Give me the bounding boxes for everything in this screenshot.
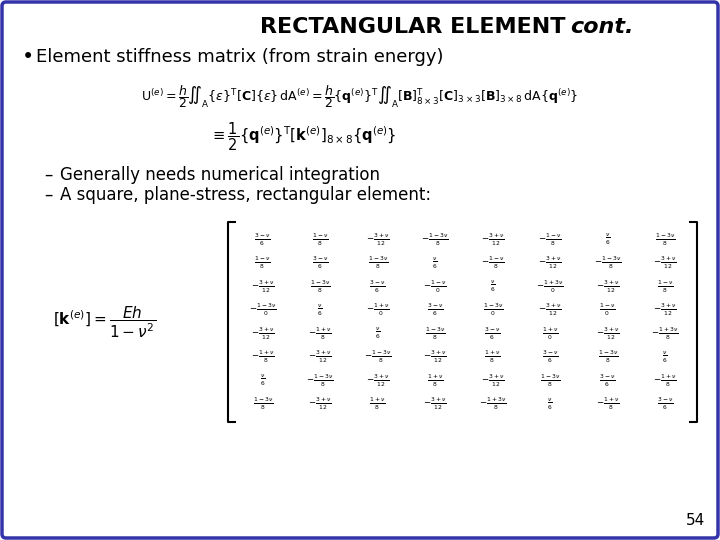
Text: $\frac{\nu}{6}$: $\frac{\nu}{6}$ [605,232,611,247]
Text: $\equiv \dfrac{1}{2}\{\mathbf{q}^{(e)}\}^{\mathrm{T}}[\mathbf{k}^{(e)}]_{8\times: $\equiv \dfrac{1}{2}\{\mathbf{q}^{(e)}\}… [210,121,397,153]
Text: $-\frac{1+3\nu}{8}$: $-\frac{1+3\nu}{8}$ [479,396,507,413]
Text: $-\frac{3+\nu}{12}$: $-\frac{3+\nu}{12}$ [596,326,620,342]
Text: $-\frac{1+\nu}{8}$: $-\frac{1+\nu}{8}$ [596,396,620,413]
Text: $\frac{\nu}{6}$: $\frac{\nu}{6}$ [432,256,438,271]
Text: $-\frac{3+\nu}{12}$: $-\frac{3+\nu}{12}$ [251,279,274,295]
Text: $-\frac{1-3\nu}{8}$: $-\frac{1-3\nu}{8}$ [307,373,334,389]
Text: $-\frac{1-3\nu}{8}$: $-\frac{1-3\nu}{8}$ [364,349,392,366]
Text: $\frac{1-3\nu}{8}$: $\frac{1-3\nu}{8}$ [367,255,388,272]
Text: $\frac{1+\nu}{8}$: $\frac{1+\nu}{8}$ [427,373,444,389]
Text: $\frac{3-\nu}{6}$: $\frac{3-\nu}{6}$ [369,279,386,295]
Text: $\frac{1-\nu}{8}$: $\frac{1-\nu}{8}$ [312,232,328,248]
Text: $-\frac{1+\nu}{8}$: $-\frac{1+\nu}{8}$ [308,326,332,342]
Text: $\frac{3-\nu}{6}$: $\frac{3-\nu}{6}$ [657,396,674,413]
Text: $[\mathbf{k}^{(e)}] = \dfrac{Eh}{1-\nu^2}$: $[\mathbf{k}^{(e)}] = \dfrac{Eh}{1-\nu^2… [53,304,156,340]
Text: •: • [22,47,35,67]
Text: $-\frac{3+\nu}{12}$: $-\frac{3+\nu}{12}$ [653,302,678,319]
Text: $\frac{1-3\nu}{8}$: $\frac{1-3\nu}{8}$ [310,279,330,295]
Text: $\frac{\nu}{6}$: $\frac{\nu}{6}$ [318,303,323,318]
Text: –: – [44,186,53,204]
Text: Generally needs numerical integration: Generally needs numerical integration [60,166,380,184]
Text: $\mathrm{U}^{(e)} = \dfrac{h}{2}\iint_{\mathrm{A}} \{\varepsilon\}^{\mathrm{T}}[: $\mathrm{U}^{(e)} = \dfrac{h}{2}\iint_{\… [141,84,579,111]
Text: $-\frac{3+\nu}{12}$: $-\frac{3+\nu}{12}$ [308,349,332,366]
Text: $\frac{\nu}{6}$: $\frac{\nu}{6}$ [260,373,266,388]
Text: $-\frac{1-3\nu}{8}$: $-\frac{1-3\nu}{8}$ [594,255,621,272]
Text: $-\frac{3+\nu}{12}$: $-\frac{3+\nu}{12}$ [366,373,390,389]
Text: Element stiffness matrix (from strain energy): Element stiffness matrix (from strain en… [36,48,444,66]
Text: 54: 54 [685,513,705,528]
Text: $\frac{1-3\nu}{8}$: $\frac{1-3\nu}{8}$ [425,326,446,342]
Text: $\frac{1-\nu}{8}$: $\frac{1-\nu}{8}$ [657,279,674,295]
Text: $\frac{3-\nu}{6}$: $\frac{3-\nu}{6}$ [542,349,559,366]
Text: $\frac{1-3\nu}{0}$: $\frac{1-3\nu}{0}$ [482,302,503,319]
Text: $-\frac{3+\nu}{12}$: $-\frac{3+\nu}{12}$ [653,255,678,272]
Text: $-\frac{1-\nu}{0}$: $-\frac{1-\nu}{0}$ [423,279,447,295]
Text: A square, plane-stress, rectangular element:: A square, plane-stress, rectangular elem… [60,186,431,204]
Text: $-\frac{1-3\nu}{8}$: $-\frac{1-3\nu}{8}$ [421,232,449,248]
Text: $-\frac{1-\nu}{8}$: $-\frac{1-\nu}{8}$ [481,255,505,272]
Text: $-\frac{3+\nu}{12}$: $-\frac{3+\nu}{12}$ [539,255,562,272]
Text: $-\frac{1+3\nu}{8}$: $-\frac{1+3\nu}{8}$ [652,326,679,342]
Text: $\frac{3-\nu}{6}$: $\frac{3-\nu}{6}$ [600,373,616,389]
Text: –: – [44,166,53,184]
Text: $-\frac{1+3\nu}{0}$: $-\frac{1+3\nu}{0}$ [536,279,564,295]
Text: $-\frac{3+\nu}{12}$: $-\frac{3+\nu}{12}$ [366,232,390,248]
Text: $\frac{1-3\nu}{8}$: $\frac{1-3\nu}{8}$ [655,232,675,248]
Text: $\frac{\nu}{6}$: $\frac{\nu}{6}$ [547,397,553,412]
Text: $\frac{1+\nu}{0}$: $\frac{1+\nu}{0}$ [542,326,559,342]
Text: $-\frac{3+\nu}{12}$: $-\frac{3+\nu}{12}$ [251,326,274,342]
Text: $-\frac{3+\nu}{12}$: $-\frac{3+\nu}{12}$ [423,396,447,413]
Text: $-\frac{3+\nu}{12}$: $-\frac{3+\nu}{12}$ [539,302,562,319]
Text: $\frac{\nu}{6}$: $\frac{\nu}{6}$ [490,279,495,294]
Text: $-\frac{1+\nu}{0}$: $-\frac{1+\nu}{0}$ [366,302,390,319]
Text: $-\frac{3+\nu}{12}$: $-\frac{3+\nu}{12}$ [596,279,620,295]
Text: $\frac{1-3\nu}{8}$: $\frac{1-3\nu}{8}$ [598,349,618,366]
Text: $\frac{3-\nu}{6}$: $\frac{3-\nu}{6}$ [427,302,444,319]
Text: $\frac{3-\nu}{6}$: $\frac{3-\nu}{6}$ [485,326,501,342]
Text: $-\frac{3+\nu}{12}$: $-\frac{3+\nu}{12}$ [481,232,505,248]
Text: RECTANGULAR ELEMENT: RECTANGULAR ELEMENT [260,17,573,37]
Text: $\frac{\nu}{6}$: $\frac{\nu}{6}$ [662,350,668,365]
Text: $-\frac{1-3\nu}{0}$: $-\frac{1-3\nu}{0}$ [249,302,276,319]
Text: $-\frac{3+\nu}{12}$: $-\frac{3+\nu}{12}$ [308,396,332,413]
Text: cont.: cont. [570,17,634,37]
Text: $\frac{1-\nu}{8}$: $\frac{1-\nu}{8}$ [254,255,271,272]
Text: $\frac{1-3\nu}{8}$: $\frac{1-3\nu}{8}$ [253,396,273,413]
Text: $\frac{1-3\nu}{8}$: $\frac{1-3\nu}{8}$ [540,373,560,389]
Text: $-\frac{3+\nu}{12}$: $-\frac{3+\nu}{12}$ [423,349,447,366]
Text: $-\frac{3+\nu}{12}$: $-\frac{3+\nu}{12}$ [481,373,505,389]
Text: $\frac{3-\nu}{6}$: $\frac{3-\nu}{6}$ [312,255,328,272]
Text: $-\frac{1-\nu}{8}$: $-\frac{1-\nu}{8}$ [539,232,562,248]
Text: $-\frac{1+\nu}{8}$: $-\frac{1+\nu}{8}$ [251,349,274,366]
Text: $\frac{\nu}{6}$: $\frac{\nu}{6}$ [375,326,381,341]
Text: $\frac{1+\nu}{8}$: $\frac{1+\nu}{8}$ [485,349,501,366]
Text: $-\frac{1+\nu}{8}$: $-\frac{1+\nu}{8}$ [653,373,678,389]
Text: $\frac{1+\nu}{8}$: $\frac{1+\nu}{8}$ [369,396,386,413]
Text: $\frac{3-\nu}{6}$: $\frac{3-\nu}{6}$ [254,232,271,248]
Text: $\frac{1-\nu}{0}$: $\frac{1-\nu}{0}$ [600,302,616,319]
